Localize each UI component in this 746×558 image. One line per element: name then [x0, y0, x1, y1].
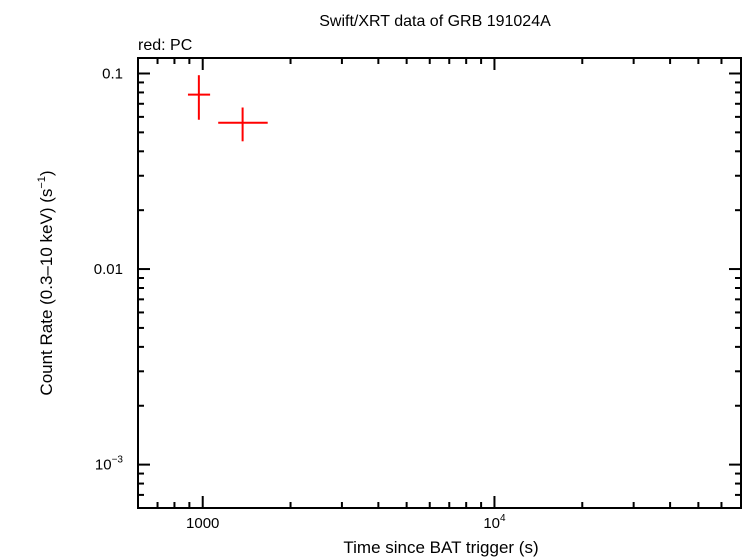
data-point — [218, 107, 268, 142]
plot-frame — [137, 57, 742, 509]
axis-ticks — [137, 58, 742, 509]
y-axis-label-sup: −1 — [36, 176, 48, 189]
x-axis-label: Time since BAT trigger (s) — [343, 538, 538, 557]
y-axis-label: Count Rate (0.3–10 keV) (s−1) — [36, 170, 56, 395]
y-tick-label-base: 10 — [95, 457, 112, 474]
chart-subtitle: red: PC — [138, 37, 192, 54]
y-tick-label-base: 0.1 — [102, 65, 123, 82]
chart-title: Swift/XRT data of GRB 191024A — [319, 13, 551, 30]
x-tick-label: 1000 — [186, 515, 219, 532]
y-tick-label-sup: −3 — [112, 455, 124, 466]
x-tick-label-base: 10 — [483, 515, 500, 532]
x-tick-label-sup: 4 — [500, 513, 506, 524]
y-axis-label-main: Count Rate (0.3–10 keV) (s — [37, 189, 56, 396]
x-tick-label-base: 1000 — [186, 515, 219, 532]
y-tick-label: 10−3 — [95, 455, 124, 474]
y-tick-label: 0.1 — [102, 65, 123, 82]
data-point — [187, 75, 211, 120]
y-axis-label-end: ) — [37, 170, 56, 176]
y-tick-label-base: 0.01 — [94, 261, 123, 278]
y-tick-label: 0.01 — [94, 261, 123, 278]
data-points — [187, 75, 268, 142]
x-tick-label: 104 — [483, 513, 506, 532]
